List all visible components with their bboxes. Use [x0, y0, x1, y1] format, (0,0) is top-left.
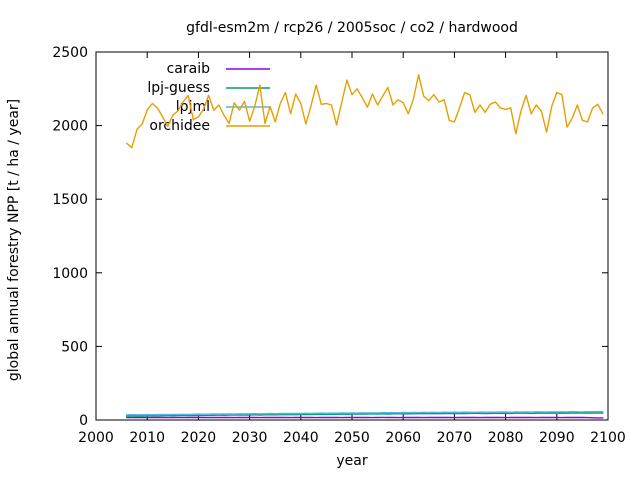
y-tick-label: 1500	[52, 192, 88, 208]
x-tick-label: 2100	[590, 430, 626, 446]
legend-label-caraib: caraib	[166, 61, 210, 77]
legend-label-lpjml: lpjml	[175, 99, 210, 115]
series-line-lpjml	[125, 410, 604, 416]
x-tick-label: 2020	[181, 430, 217, 446]
series-line-lpj-guess	[125, 412, 604, 417]
series-line-caraib	[125, 416, 604, 419]
x-tick-label: 2090	[539, 430, 575, 446]
y-tick-label: 500	[61, 339, 88, 355]
x-tick-label: 2000	[78, 430, 114, 446]
x-tick-label: 2060	[385, 430, 421, 446]
x-tick-label: 2040	[283, 430, 319, 446]
y-tick-label: 1000	[52, 266, 88, 282]
chart-title: gfdl-esm2m / rcp26 / 2005soc / co2 / har…	[186, 20, 518, 36]
y-axis-label: global annual forestry NPP [t / ha / yea…	[6, 98, 22, 382]
legend-label-orchidee: orchidee	[149, 118, 210, 134]
x-axis-label: year	[336, 453, 368, 469]
x-tick-label: 2030	[232, 430, 268, 446]
y-tick-label: 2500	[52, 45, 88, 61]
x-tick-label: 2080	[488, 430, 524, 446]
x-tick-label: 2050	[334, 430, 370, 446]
legend-label-lpj-guess: lpj-guess	[147, 80, 210, 96]
y-tick-label: 0	[79, 413, 88, 429]
x-tick-label: 2070	[437, 430, 473, 446]
x-tick-label: 2010	[129, 430, 165, 446]
